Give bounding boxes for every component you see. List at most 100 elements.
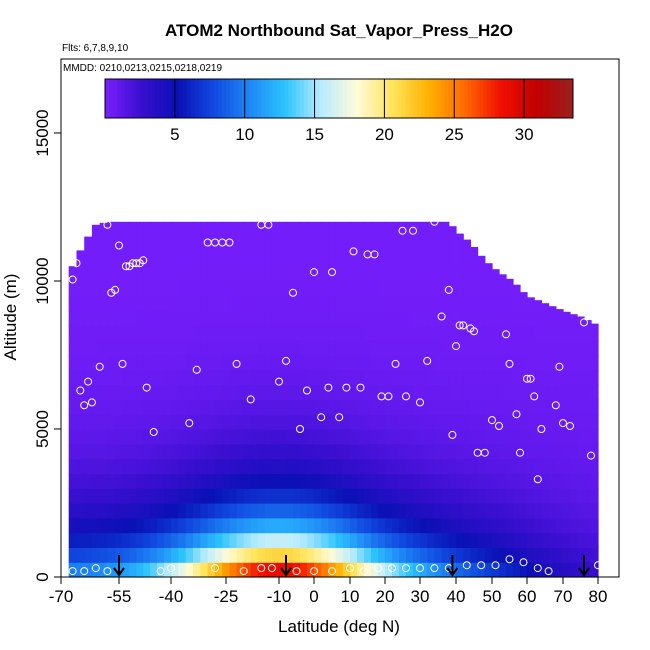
heatmap-cell	[157, 251, 165, 267]
heatmap-cell	[513, 473, 521, 489]
heatmap-cell	[314, 473, 322, 489]
heatmap-cell	[591, 384, 599, 400]
heatmap-cell	[157, 325, 165, 341]
heatmap-cell	[534, 562, 542, 578]
heatmap-cell	[164, 369, 172, 386]
heatmap-cell	[434, 295, 443, 312]
heatmap-cell	[143, 355, 151, 371]
heatmap-cell	[164, 517, 172, 534]
heatmap-cell	[555, 399, 564, 415]
heatmap-cell	[264, 325, 273, 341]
heatmap-cell	[215, 295, 223, 312]
heatmap-cell	[392, 503, 400, 519]
heatmap-cell	[143, 325, 151, 341]
heatmap-cell	[257, 503, 266, 519]
heatmap-cell	[236, 340, 245, 356]
colorbar-segment	[147, 79, 153, 118]
colorbar-segment	[510, 79, 515, 118]
heatmap-cell	[215, 340, 223, 356]
heatmap-cell	[506, 503, 514, 519]
sample-point	[342, 383, 351, 392]
heatmap-cell	[378, 251, 386, 267]
heatmap-cell	[229, 369, 238, 386]
heatmap-cell	[441, 355, 450, 371]
heatmap-cell	[136, 236, 144, 252]
colorbar-segment	[233, 79, 239, 118]
heatmap-cell	[513, 325, 521, 341]
heatmap-cell	[122, 532, 130, 548]
heatmap-cell	[335, 547, 344, 563]
heatmap-cell	[563, 488, 571, 504]
heatmap-cell	[357, 251, 365, 267]
heatmap-cell	[200, 562, 209, 578]
heatmap-cell	[406, 310, 414, 326]
heatmap-cell	[68, 384, 77, 400]
colorbar-segment	[506, 79, 512, 118]
heatmap-cell	[484, 325, 493, 341]
heatmap-cell	[406, 325, 414, 341]
heatmap-cell	[541, 517, 550, 534]
heatmap-cell	[171, 281, 179, 297]
heatmap-cell	[164, 399, 172, 415]
heatmap-cell	[427, 473, 435, 489]
heatmap-cell	[136, 414, 144, 430]
heatmap-cell	[434, 251, 443, 267]
heatmap-cell	[570, 414, 578, 430]
heatmap-cell	[76, 281, 85, 297]
sample-point	[430, 564, 439, 573]
heatmap-cell	[342, 384, 351, 400]
heatmap-cell	[207, 295, 216, 312]
heatmap-cell	[229, 251, 238, 267]
heatmap-cell	[279, 281, 287, 297]
heatmap-cell	[456, 355, 464, 371]
heatmap-cell	[448, 251, 457, 267]
colorbar-segment	[261, 79, 266, 118]
sample-point	[68, 275, 77, 284]
colorbar-segment	[483, 79, 488, 118]
heatmap-cell	[257, 340, 266, 356]
heatmap-cell	[307, 458, 315, 474]
heatmap-cell	[477, 458, 486, 474]
heatmap-cell	[321, 488, 329, 504]
heatmap-cell	[115, 399, 123, 415]
heatmap-cell	[399, 399, 407, 415]
heatmap-cell	[499, 399, 507, 415]
sample-point	[398, 226, 407, 235]
heatmap-cell	[84, 503, 93, 519]
heatmap-cell	[357, 355, 365, 371]
heatmap-cell	[392, 488, 400, 504]
heatmap-cell	[293, 503, 301, 519]
sample-point	[502, 330, 510, 339]
heatmap-cell	[563, 532, 571, 548]
heatmap-cell	[392, 310, 400, 326]
heatmap-cell	[378, 236, 386, 252]
heatmap-cell	[570, 517, 578, 534]
heatmap-cell	[371, 547, 379, 563]
heatmap-cell	[534, 517, 542, 534]
heatmap-cell	[534, 399, 542, 415]
heatmap-cell	[477, 532, 486, 548]
colorbar-segment	[561, 79, 566, 118]
sample-point	[95, 362, 104, 371]
heatmap-cell	[279, 443, 287, 460]
heatmap-cell	[577, 488, 585, 504]
heatmap-cell	[215, 281, 223, 297]
heatmap-cell	[477, 340, 486, 356]
heatmap-cell	[399, 369, 407, 386]
heatmap-cell	[193, 488, 201, 504]
heatmap-cell	[385, 458, 393, 474]
heatmap-cell	[250, 236, 259, 252]
heatmap-cell	[385, 221, 393, 238]
heatmap-cell	[427, 355, 435, 371]
heatmap-cell	[534, 340, 542, 356]
heatmap-cell	[84, 443, 93, 460]
heatmap-cell	[350, 429, 358, 445]
heatmap-cell	[250, 325, 259, 341]
heatmap-cell	[350, 443, 358, 460]
heatmap-cell	[107, 325, 116, 341]
colorbar-segment	[194, 79, 200, 118]
heatmap-cell	[150, 281, 158, 297]
heatmap-cell	[385, 310, 393, 326]
heatmap-cell	[143, 443, 151, 460]
heatmap-cell	[236, 429, 245, 445]
